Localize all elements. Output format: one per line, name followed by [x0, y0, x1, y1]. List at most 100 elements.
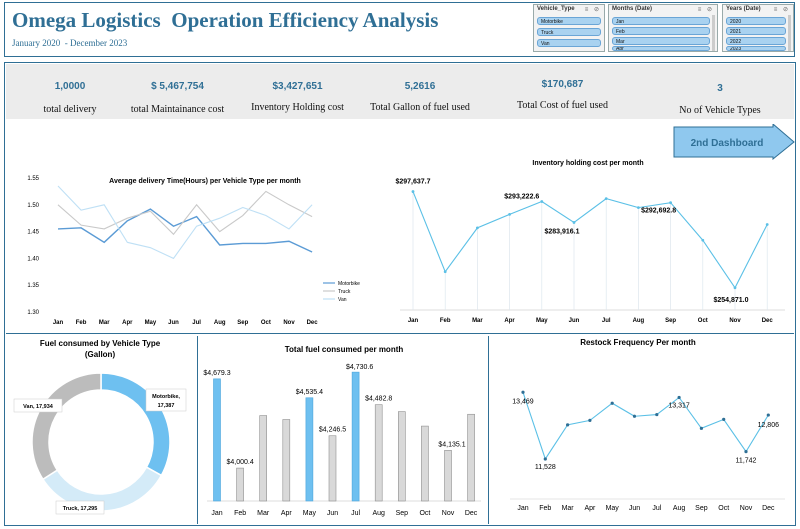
total-fuel-x-tick-label: Sep	[396, 510, 409, 517]
restock-chart-title: Restock Frequency Per month	[580, 338, 696, 347]
slicer-item-2022[interactable]: 2022	[726, 37, 786, 45]
second-dashboard-button[interactable]: 2nd Dashboard	[673, 124, 795, 160]
restock-data-point	[632, 414, 637, 418]
slicer-scrollbar[interactable]	[712, 15, 715, 51]
inventory-x-tick-label: May	[536, 318, 548, 324]
total-fuel-data-label: $4,482.8	[365, 396, 392, 403]
restock-data-point	[588, 418, 592, 423]
avg-x-tick-label: Jan	[53, 320, 64, 326]
restock-x-tick-label: Jul	[652, 505, 661, 512]
total-fuel-data-label: $4,535.4	[296, 389, 323, 396]
restock-series-line	[522, 392, 769, 461]
total-fuel-chart-title: Total fuel consumed per month	[285, 345, 404, 354]
inventory-data-point	[765, 223, 769, 226]
restock-x-tick-label: Sep	[695, 505, 708, 512]
restock-data-point	[543, 457, 547, 461]
kpi-inventory-label: Inventory Holding cost	[251, 102, 344, 113]
vehicle-slicer-title: Vehicle_Type	[537, 6, 575, 12]
date-range-subtitle: January 2020 - December 2023	[12, 38, 128, 48]
fuel-pie-label: Truck, 17,295	[63, 506, 98, 512]
inventory-series-line	[412, 191, 768, 289]
slicer-filter-icons[interactable]: ≡ ⊘	[773, 7, 790, 13]
section-divider	[488, 336, 489, 524]
total-fuel-bar	[282, 419, 291, 502]
header-panel	[4, 2, 795, 57]
restock-data-point	[610, 401, 614, 405]
slicer-filter-icons[interactable]: ≡ ⊘	[697, 7, 714, 13]
slicer-item-2021[interactable]: 2021	[726, 27, 786, 35]
fuel-pie-label-box	[55, 500, 105, 515]
slicer-item-truck[interactable]: Truck	[537, 28, 601, 36]
slicer-item-apr[interactable]: Apr	[612, 46, 710, 51]
restock-series-group: Jan Feb Mar Apr May Jun Jul Aug Sep Oct Nov Dec 13,4…	[510, 390, 785, 512]
vehicle-type-slicer[interactable]: Vehicle_Type ≡ ⊘ Motorbike Truck Van	[533, 4, 605, 52]
restock-data-point	[677, 395, 681, 400]
second-dashboard-arrow-shape[interactable]	[673, 124, 795, 160]
slicer-item-2020[interactable]: 2020	[726, 17, 786, 25]
restock-x-tick-label: Feb	[539, 505, 551, 512]
inventory-data-point	[637, 206, 640, 210]
inventory-x-tick-label: Sep	[665, 318, 676, 324]
section-divider	[6, 333, 794, 334]
years-slicer[interactable]: Years (Date) ≡ ⊘ 2020 2021 2022 2023	[722, 4, 794, 52]
restock-x-tick-label: Aug	[673, 505, 686, 512]
slicer-item-mar[interactable]: Mar	[612, 37, 710, 45]
total-fuel-x-tick-label: Nov	[442, 510, 455, 517]
avg-legend-label-truck: Truck	[338, 289, 351, 295]
total-fuel-data-label: $4,135.1	[438, 441, 465, 448]
avg-delivery-legend: Motorbike Truck Van	[323, 281, 360, 303]
inventory-chart-title: Inventory holding cost per month	[532, 160, 643, 167]
inventory-data-label: $297,637.7	[395, 179, 430, 186]
slicer-item-2023[interactable]: 2023	[726, 46, 786, 51]
kpi-maintenance-label: total Maintainance cost	[130, 104, 225, 115]
inventory-data-label: $293,222.6	[504, 193, 539, 200]
inventory-data-label: $254,871.0	[713, 297, 748, 304]
total-fuel-x-tick-label: Feb	[234, 510, 246, 517]
kpi-fuel-gallon-label: Total Gallon of fuel used	[370, 102, 470, 113]
inventory-x-tick-label: Dec	[762, 318, 774, 324]
fuel-pie-title-line1: Fuel consumed by Vehicle Type	[40, 339, 161, 348]
total-fuel-bar	[328, 435, 337, 502]
slicer-scrollbar[interactable]	[788, 15, 791, 51]
restock-data-label: 12,806	[758, 422, 780, 429]
total-fuel-bar	[351, 371, 360, 502]
restock-data-point	[566, 423, 570, 427]
second-dashboard-label[interactable]: 2nd Dashboard	[691, 138, 764, 149]
slicer-item-feb[interactable]: Feb	[612, 27, 710, 35]
kpi-inventory-value: $3,427,651	[272, 81, 323, 92]
slicer-filter-icons[interactable]: ≡ ⊘	[584, 7, 601, 13]
inventory-gridlines	[400, 191, 785, 311]
avg-x-tick-label: Nov	[283, 320, 295, 326]
inventory-data-point	[701, 238, 705, 242]
total-fuel-x-tick-label: Oct	[419, 510, 430, 517]
fuel-pie-label-box	[13, 398, 63, 413]
section-divider	[197, 336, 198, 524]
total-fuel-bars: Jan $4,679.3 Feb $4,000.4 Mar Apr May $4,535.4 J…	[203, 364, 481, 517]
inventory-x-tick-label: Apr	[504, 318, 515, 324]
inventory-data-point	[508, 212, 511, 216]
total-fuel-x-tick-label: Jul	[351, 510, 360, 517]
avg-x-tick-label: Apr	[122, 320, 133, 326]
avg-series-line-motorbike	[57, 208, 313, 253]
restock-data-label: 11,742	[736, 458, 757, 465]
months-slicer-title: Months (Date)	[612, 6, 652, 12]
restock-x-tick-label: Jun	[629, 505, 640, 512]
restock-x-tick-label: Jan	[517, 505, 528, 512]
restock-data-point	[655, 412, 659, 417]
kpi-maintenance-value: $ 5,467,754	[151, 81, 204, 92]
fuel-pie-title-line2: (Gallon)	[85, 350, 116, 359]
inventory-data-label: $283,916.1	[544, 228, 579, 235]
slicer-item-jan[interactable]: Jan	[612, 17, 710, 25]
restock-x-tick-label: Dec	[762, 505, 775, 512]
avg-x-tick-label: Jul	[192, 320, 201, 326]
slicer-item-motorbike[interactable]: Motorbike	[537, 17, 601, 25]
months-slicer[interactable]: Months (Date) ≡ ⊘ Jan Feb Mar Apr	[608, 4, 718, 52]
fuel-pie-slice-van	[31, 372, 102, 481]
dashboard-frame	[4, 62, 796, 526]
total-fuel-x-tick-label: Mar	[257, 510, 270, 517]
kpi-total-delivery-value: 1,0000	[54, 81, 86, 92]
total-fuel-x-tick-label: Apr	[281, 510, 293, 517]
total-fuel-bar	[467, 413, 475, 502]
slicer-item-van[interactable]: Van	[537, 39, 601, 47]
restock-data-label: 11,528	[535, 464, 556, 471]
